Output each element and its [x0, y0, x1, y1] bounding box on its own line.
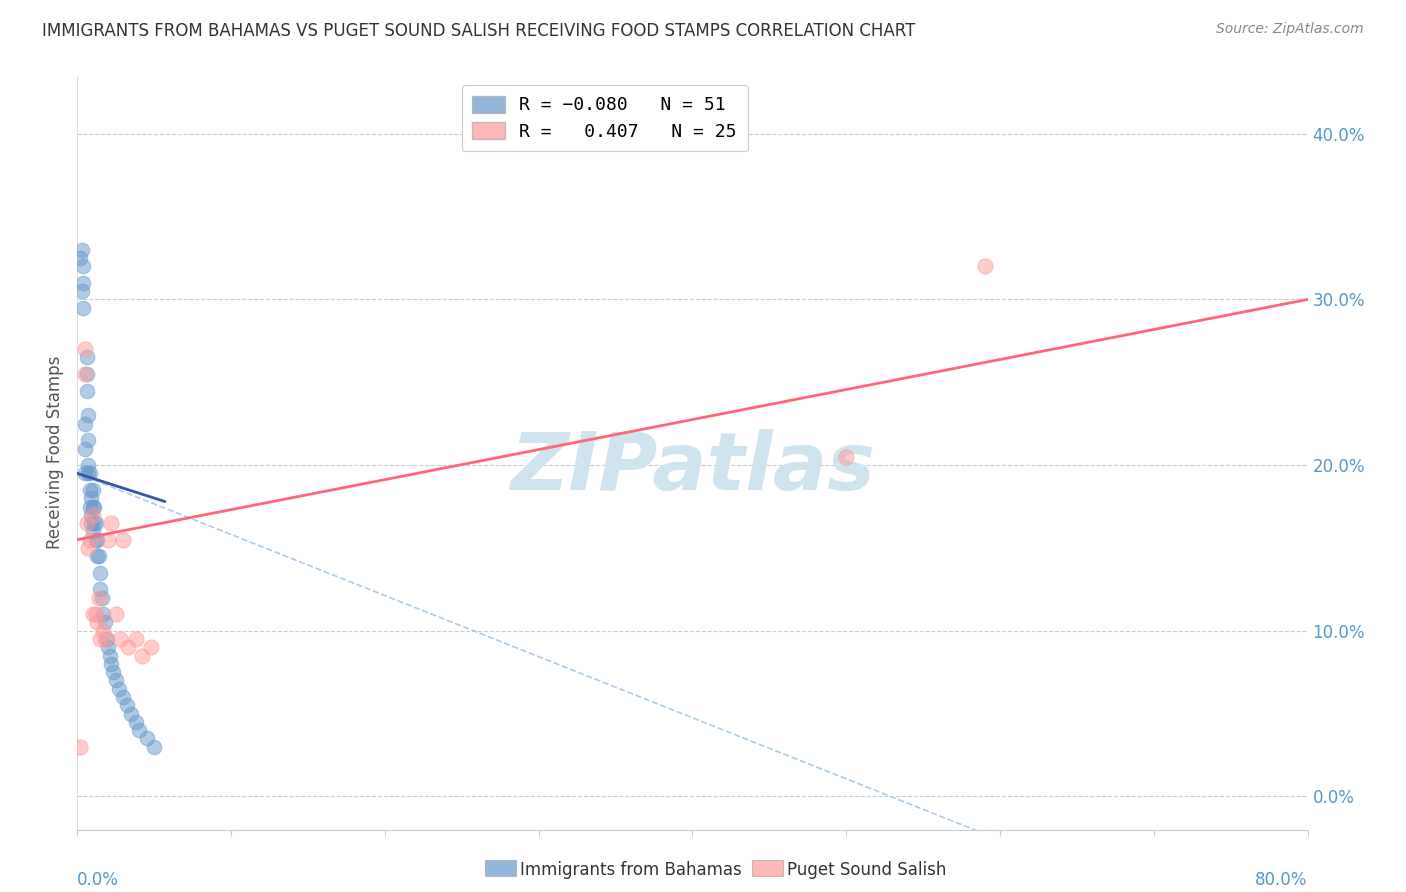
- Text: IMMIGRANTS FROM BAHAMAS VS PUGET SOUND SALISH RECEIVING FOOD STAMPS CORRELATION : IMMIGRANTS FROM BAHAMAS VS PUGET SOUND S…: [42, 22, 915, 40]
- Point: [128, 723, 150, 738]
- Point: [80, 491, 103, 506]
- Point: [120, 706, 142, 721]
- Bar: [752, 860, 783, 876]
- Point: [141, 640, 163, 655]
- Point: [73, 442, 96, 456]
- Point: [76, 367, 98, 381]
- Point: [108, 681, 131, 696]
- Point: [82, 607, 104, 622]
- Point: [82, 524, 104, 539]
- Bar: [485, 860, 516, 876]
- Y-axis label: Receiving Food Stamps: Receiving Food Stamps: [46, 356, 65, 549]
- Point: [143, 739, 166, 754]
- Legend: R = −0.080   N = 51, R =   0.407   N = 25: R = −0.080 N = 51, R = 0.407 N = 25: [461, 85, 748, 152]
- Point: [77, 434, 100, 448]
- Point: [83, 516, 105, 530]
- Point: [70, 284, 93, 298]
- Point: [89, 582, 111, 597]
- Point: [76, 516, 98, 530]
- Point: [80, 508, 103, 522]
- Point: [89, 566, 111, 580]
- Point: [72, 276, 94, 290]
- Point: [79, 483, 101, 497]
- Point: [84, 516, 107, 530]
- Point: [94, 632, 117, 646]
- Point: [125, 632, 148, 646]
- Point: [104, 673, 127, 688]
- Point: [131, 648, 153, 663]
- Point: [973, 260, 995, 274]
- Point: [77, 541, 100, 555]
- Point: [79, 500, 101, 514]
- Text: 0.0%: 0.0%: [77, 871, 120, 889]
- Point: [86, 549, 108, 564]
- Text: Puget Sound Salish: Puget Sound Salish: [787, 861, 946, 879]
- Point: [82, 483, 104, 497]
- Point: [80, 516, 103, 530]
- Point: [73, 467, 96, 481]
- Point: [100, 516, 122, 530]
- Point: [89, 632, 111, 646]
- Point: [84, 607, 107, 622]
- Point: [76, 384, 98, 398]
- Point: [117, 640, 139, 655]
- Point: [93, 607, 115, 622]
- Point: [73, 342, 96, 356]
- Point: [73, 367, 96, 381]
- Point: [77, 458, 100, 472]
- Text: Immigrants from Bahamas: Immigrants from Bahamas: [520, 861, 742, 879]
- Point: [82, 500, 104, 514]
- Point: [97, 533, 120, 547]
- Point: [87, 591, 110, 605]
- Point: [79, 533, 101, 547]
- Point: [69, 739, 91, 754]
- Text: ZIPatlas: ZIPatlas: [510, 429, 875, 507]
- Point: [84, 533, 107, 547]
- Point: [135, 731, 157, 746]
- Point: [101, 665, 124, 680]
- Point: [104, 607, 127, 622]
- Point: [87, 549, 110, 564]
- Point: [82, 508, 104, 522]
- Point: [125, 714, 148, 729]
- Point: [94, 615, 117, 630]
- Point: [70, 243, 93, 257]
- Point: [83, 500, 105, 514]
- Text: 80.0%: 80.0%: [1256, 871, 1308, 889]
- Point: [79, 467, 101, 481]
- Point: [98, 648, 121, 663]
- Point: [100, 657, 122, 671]
- Point: [86, 533, 108, 547]
- Point: [77, 467, 100, 481]
- Point: [90, 591, 114, 605]
- Point: [72, 301, 94, 315]
- Point: [93, 624, 115, 638]
- Point: [96, 632, 118, 646]
- Point: [86, 615, 108, 630]
- Point: [77, 409, 100, 423]
- Point: [112, 533, 135, 547]
- Point: [69, 251, 91, 265]
- Point: [110, 632, 132, 646]
- Point: [76, 351, 98, 365]
- Point: [97, 640, 120, 655]
- Point: [115, 698, 138, 713]
- Point: [112, 690, 135, 704]
- Point: [72, 260, 94, 274]
- Point: [835, 450, 858, 464]
- Text: Source: ZipAtlas.com: Source: ZipAtlas.com: [1216, 22, 1364, 37]
- Point: [73, 417, 96, 431]
